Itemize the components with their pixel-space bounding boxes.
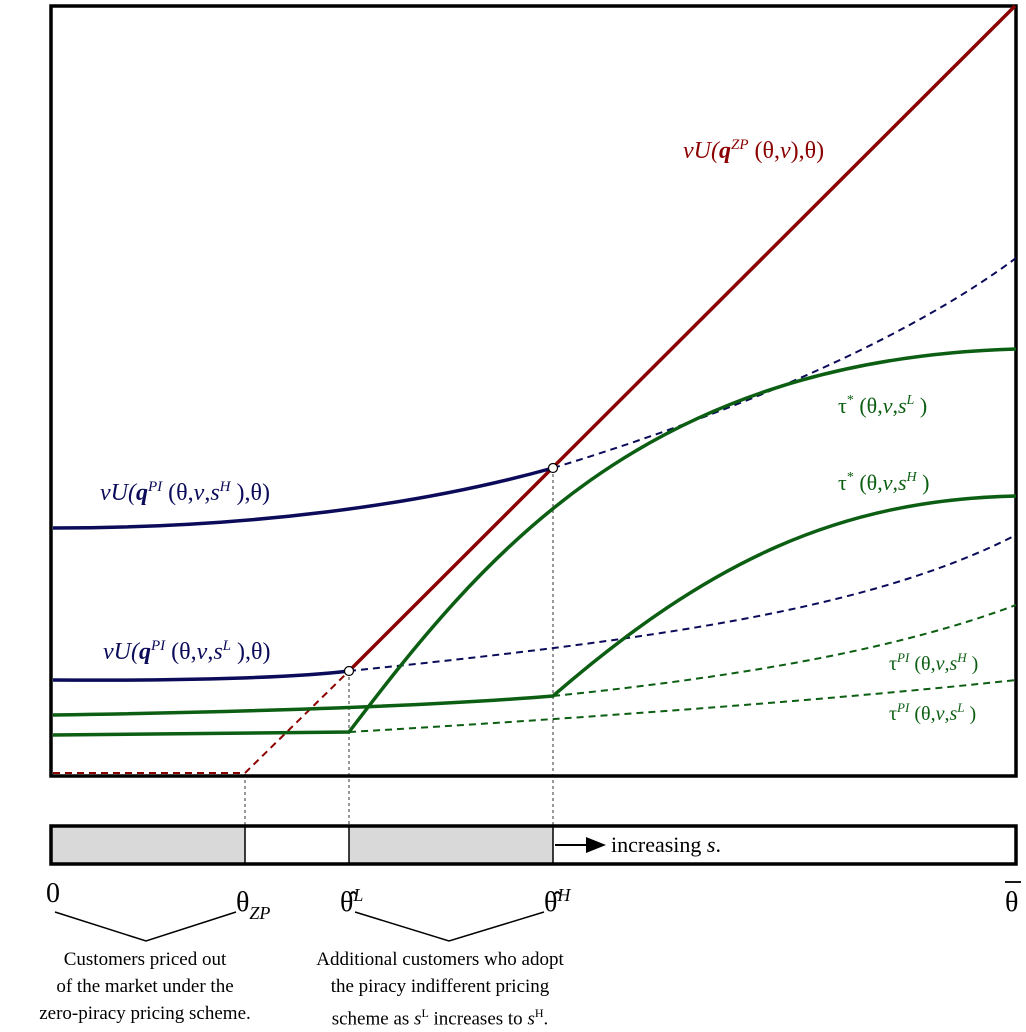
note-priced-out-line-3: zero-piracy pricing scheme. <box>39 1003 251 1024</box>
utility-curves <box>52 257 1017 682</box>
axis-label-theta-bar: θ <box>1005 887 1018 918</box>
note-additional-line-3: scheme as sL increases to sH. <box>331 1006 549 1030</box>
arrow-right-icon <box>586 837 606 853</box>
zero-piracy-curve <box>53 4 1017 774</box>
label-tau-star-high: τ* (θ,v,sH ) <box>838 470 930 495</box>
label-tau-pi-low: τPI (θ,v,sL ) <box>889 700 976 725</box>
zero-piracy-solid <box>347 4 1017 673</box>
note-priced-out-line-2: of the market under the <box>56 976 234 997</box>
range-brackets <box>54 911 545 942</box>
zero-piracy-dashed <box>53 670 350 774</box>
shaded-region-priced-out <box>51 826 245 864</box>
axis-label-theta-zp: θZP <box>236 887 270 923</box>
arrow-label: increasing s. <box>611 832 721 857</box>
label-utility-high: vU(qPI (θ,v,sH ),θ) <box>100 479 270 506</box>
bar-frame <box>49 824 1018 866</box>
customer-range-bar <box>49 824 1018 866</box>
note-additional-line-2: the piracy indifferent pricing <box>330 976 550 997</box>
note-additional-line-1: Additional customers who adopt <box>316 949 564 970</box>
bracket-additional <box>354 911 545 942</box>
guide-lines <box>244 468 554 865</box>
shaded-region-additional <box>349 826 553 864</box>
axis-label-zero: 0 <box>46 878 60 909</box>
utility-low-solid <box>52 669 350 682</box>
label-utility-low: vU(qPI (θ,v,sL ),θ) <box>103 638 270 665</box>
bracket-priced-out <box>54 911 237 942</box>
tau-pi-low-dashed <box>348 679 1017 733</box>
intersection-marker-high <box>547 462 559 474</box>
note-additional: Additional customers who adopt the pirac… <box>282 946 598 1032</box>
label-tau-pi-high: τPI (θ,v,sH ) <box>889 650 978 675</box>
utility-high-solid <box>52 466 554 530</box>
tau-pi-high-dashed <box>552 604 1017 697</box>
transfer-curves <box>52 347 1017 737</box>
note-priced-out: Customers priced out of the market under… <box>0 946 290 1027</box>
tau-star-low-curve <box>52 347 1017 737</box>
utility-low-dashed <box>348 534 1017 672</box>
plot-frame <box>49 4 1018 778</box>
label-zero-piracy: vU(qZP (θ,v),θ) <box>683 137 824 164</box>
axis-label-theta-hat-h: θ̂H <box>544 885 571 918</box>
note-priced-out-line-1: Customers priced out <box>63 949 227 970</box>
label-tau-star-low: τ* (θ,v,sL ) <box>838 393 927 418</box>
intersection-marker-low <box>343 665 355 677</box>
tau-star-high-curve <box>52 494 1017 717</box>
utility-high-dashed <box>552 257 1017 469</box>
